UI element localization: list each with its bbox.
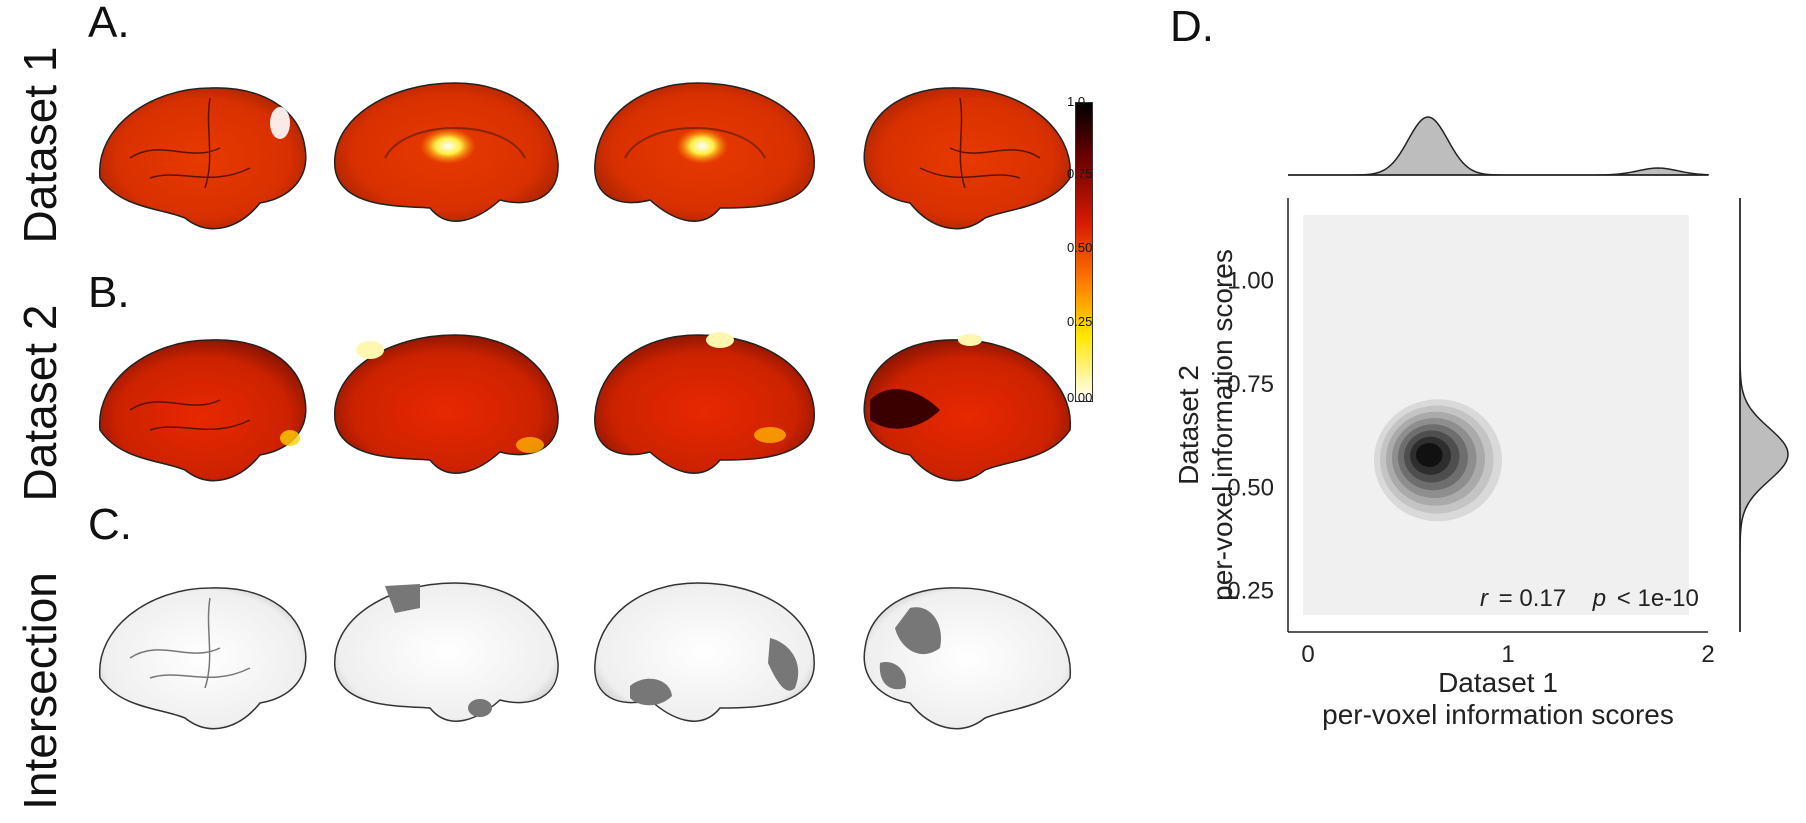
marginal-x-density	[1288, 116, 1709, 176]
p-value: < 1e-10	[1617, 585, 1699, 612]
brain-row-dataset1	[99, 82, 1071, 230]
row-label-dataset1: Dataset 1	[14, 46, 66, 244]
colorbar-tick-1.0: 1.0	[1067, 94, 1086, 109]
marginal-y-density	[1739, 198, 1789, 632]
brain-right-medial	[594, 582, 815, 722]
x-tick-label: 0	[1301, 641, 1314, 668]
y-axis-label-line2: per-voxel information scores	[1207, 249, 1238, 601]
brain-row-dataset2	[99, 332, 1071, 482]
brain-right-medial	[594, 82, 815, 222]
density-contours	[1374, 399, 1502, 522]
brain-left-lateral	[99, 587, 307, 730]
panel-label-a: A.	[88, 0, 130, 47]
brain-right-lateral	[863, 587, 1071, 730]
x-axis-label-line2: per-voxel information scores	[1322, 699, 1674, 730]
p-symbol: p	[1592, 585, 1606, 612]
y-tick-label: 1.00	[1227, 268, 1274, 295]
panel-label-d: D.	[1170, 2, 1214, 51]
x-tick-label: 2	[1701, 641, 1714, 668]
colorbar-tick-0.75: 0.75	[1067, 166, 1093, 181]
brain-row-intersection	[99, 582, 1071, 730]
y-tick-label: 0.25	[1227, 578, 1274, 605]
brain-left-medial	[334, 82, 559, 222]
r-value: = 0.17	[1499, 585, 1566, 612]
colorbar-tick-0.25: 0.25	[1067, 314, 1093, 329]
colorbar-tick-0.00: 0.00	[1067, 390, 1093, 405]
brain-left-lateral	[99, 87, 307, 230]
x-tick-label: 1	[1501, 641, 1514, 668]
brain-right-lateral	[863, 334, 1071, 482]
row-label-intersection: Intersection	[14, 572, 66, 810]
brain-left-medial	[334, 582, 559, 722]
colorbar-tick-0.50: 0.50	[1067, 240, 1093, 255]
row-label-dataset2: Dataset 2	[14, 304, 66, 502]
panel-label-c: C.	[88, 500, 132, 549]
r-symbol: r	[1480, 585, 1489, 612]
plot-background	[1303, 215, 1689, 615]
brain-left-lateral	[99, 339, 307, 482]
density-contour-level	[1416, 443, 1443, 468]
x-axis-label-line1: Dataset 1	[1438, 667, 1558, 698]
panel-label-b: B.	[88, 268, 130, 317]
stat-annotation: r = 0.17 p < 1e-10	[1480, 585, 1699, 612]
y-tick-label: 0.50	[1227, 474, 1274, 501]
y-tick-label: 0.75	[1227, 371, 1274, 398]
y-axis-label-line1: Dataset 2	[1173, 365, 1204, 485]
brain-right-medial	[594, 332, 815, 474]
colorbar	[1075, 102, 1093, 402]
brain-right-lateral	[863, 87, 1071, 230]
brain-left-medial	[334, 334, 559, 474]
